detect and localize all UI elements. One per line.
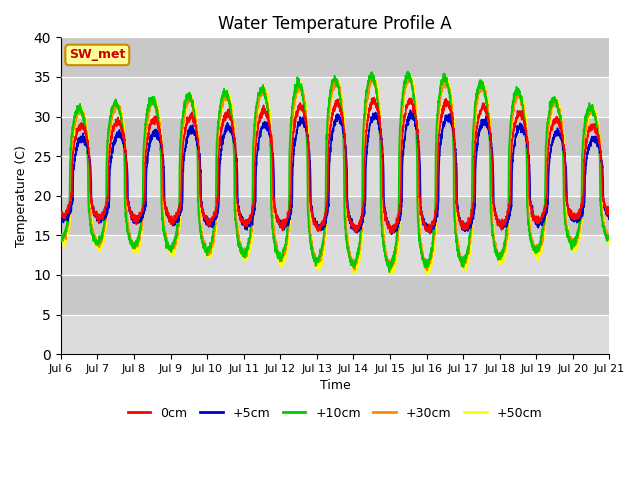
- Bar: [61, 314, 609, 354]
- Bar: [61, 235, 609, 275]
- Bar: [61, 196, 609, 235]
- Bar: [61, 117, 609, 156]
- Bar: [61, 37, 609, 77]
- Text: SW_met: SW_met: [69, 48, 125, 61]
- Title: Water Temperature Profile A: Water Temperature Profile A: [218, 15, 452, 33]
- Y-axis label: Temperature (C): Temperature (C): [15, 145, 28, 247]
- Bar: [61, 156, 609, 196]
- Bar: [61, 77, 609, 117]
- Bar: [61, 275, 609, 314]
- X-axis label: Time: Time: [320, 379, 351, 392]
- Legend: 0cm, +5cm, +10cm, +30cm, +50cm: 0cm, +5cm, +10cm, +30cm, +50cm: [123, 402, 547, 424]
